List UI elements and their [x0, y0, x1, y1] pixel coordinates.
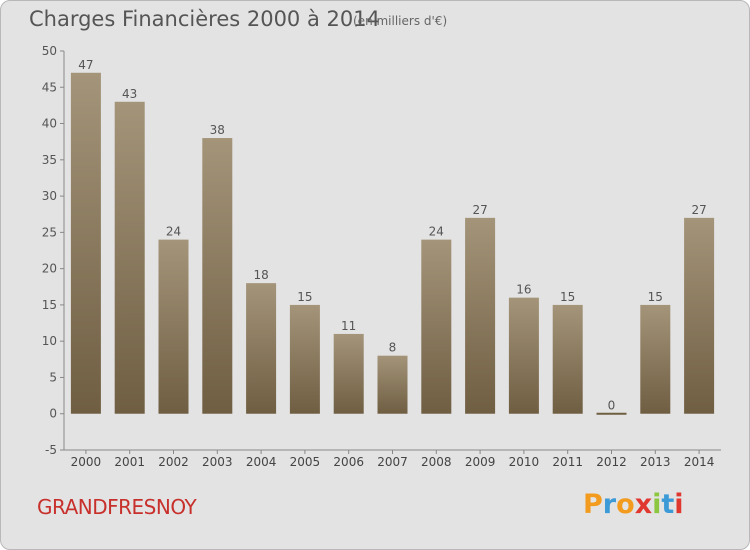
- y-tick-label: 0: [49, 407, 57, 421]
- chart-subtitle: (en milliers d'€): [353, 14, 448, 28]
- brand-letter: i: [674, 489, 684, 520]
- bar-value-label: 24: [429, 225, 444, 239]
- bar-value-label: 15: [560, 290, 575, 304]
- x-tick-label: 2005: [290, 455, 321, 469]
- y-tick-label: 10: [42, 334, 57, 348]
- bar-value-label: 18: [253, 268, 268, 282]
- bar-value-label: 27: [472, 203, 487, 217]
- bar-value-label: 47: [78, 58, 93, 72]
- x-tick-label: 2001: [114, 455, 145, 469]
- brand-letter: o: [616, 489, 635, 520]
- y-tick-label: 20: [42, 262, 57, 276]
- bar-value-label: 15: [297, 290, 312, 304]
- bar-value-label: 38: [210, 123, 225, 137]
- bar-2009: [465, 217, 496, 414]
- bar-value-label: 16: [516, 283, 531, 297]
- x-tick-label: 2006: [333, 455, 364, 469]
- x-tick-label: 2003: [202, 455, 233, 469]
- bar-value-label: 24: [166, 225, 181, 239]
- y-tick-label: 40: [42, 117, 57, 131]
- bar-value-label: 11: [341, 319, 356, 333]
- bar-2001: [114, 101, 145, 414]
- x-tick-label: 2013: [640, 455, 671, 469]
- bar-2000: [70, 72, 101, 414]
- bar-value-label: 15: [648, 290, 663, 304]
- bar-2008: [421, 239, 452, 414]
- brand-letter: x: [634, 489, 653, 520]
- y-tick-label: 5: [49, 370, 57, 384]
- y-tick-label: 25: [42, 225, 57, 239]
- x-tick-label: 2009: [465, 455, 496, 469]
- x-tick-label: 2014: [684, 455, 715, 469]
- chart-title: Charges Financières 2000 à 2014: [29, 7, 380, 31]
- x-tick-label: 2010: [509, 455, 540, 469]
- x-tick-label: 2011: [552, 455, 583, 469]
- bar-value-label: 43: [122, 87, 137, 101]
- brand-logo[interactable]: Proxiti: [583, 489, 684, 520]
- brand-letter: P: [583, 489, 603, 520]
- x-tick-label: 2002: [158, 455, 189, 469]
- bar-2002: [158, 239, 189, 414]
- bar-2013: [640, 304, 671, 414]
- y-tick-label: 45: [42, 80, 57, 94]
- bar-2003: [202, 138, 233, 414]
- x-tick-label: 2000: [71, 455, 102, 469]
- bar-value-label: 8: [389, 341, 397, 355]
- bar-2010: [508, 297, 539, 414]
- bar-value-label: 0: [608, 399, 616, 413]
- brand-letter: i: [652, 489, 662, 520]
- brand-letter: r: [602, 489, 617, 520]
- y-tick-label: -5: [45, 443, 57, 457]
- y-tick-label: 50: [42, 44, 57, 58]
- bar-2005: [289, 304, 320, 414]
- brand-letter: t: [661, 489, 675, 520]
- x-tick-label: 2012: [596, 455, 627, 469]
- y-tick-label: 35: [42, 153, 57, 167]
- bar-value-label: 27: [691, 203, 706, 217]
- x-tick-label: 2007: [377, 455, 408, 469]
- y-tick-label: 15: [42, 298, 57, 312]
- y-tick-label: 30: [42, 189, 57, 203]
- bar-2004: [246, 283, 277, 414]
- x-tick-label: 2008: [421, 455, 452, 469]
- bar-2007: [377, 355, 408, 414]
- bar-2006: [333, 333, 364, 414]
- commune-name: GRANDFRESNOY: [37, 495, 197, 519]
- bar-2014: [684, 217, 715, 414]
- bar-2011: [552, 304, 583, 414]
- x-tick-label: 2004: [246, 455, 277, 469]
